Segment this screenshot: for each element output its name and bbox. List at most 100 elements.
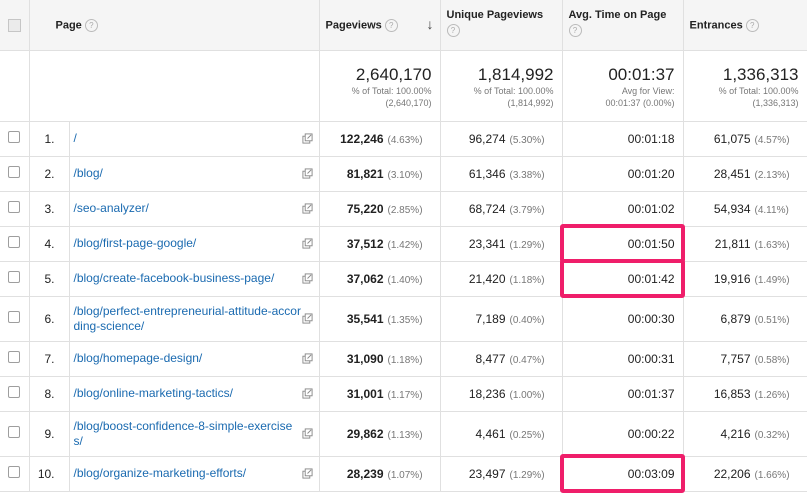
avgtime-value: 00:00:30: [627, 311, 675, 326]
total-pageviews-value: 2,640,170: [355, 64, 432, 84]
col-entrances-header[interactable]: Entrances?: [683, 0, 807, 51]
avgtime-value: 00:01:50: [627, 236, 675, 251]
help-icon[interactable]: ?: [568, 24, 582, 37]
row-checkbox[interactable]: [8, 130, 21, 143]
entrances-cell: 22,206 (1.66%): [683, 456, 807, 492]
table-row[interactable]: 7./blog/homepage-design/31,090 (1.18%) 8,4…: [0, 341, 807, 377]
row-select-cell: [0, 376, 30, 412]
totals-spacer: [29, 50, 320, 122]
avgtime-cell: 00:01:37: [562, 376, 684, 412]
external-link-icon[interactable]: [301, 168, 313, 179]
entrances-cell: 6,879 (0.51%): [683, 296, 807, 342]
header-row: Page? Pageviews? ↓ Unique Pageviews ? Av…: [0, 0, 807, 51]
row-checkbox[interactable]: [8, 465, 21, 478]
entrances-cell: 61,075 (4.57%): [683, 121, 807, 157]
row-index: 4.: [29, 226, 70, 262]
table-row[interactable]: 9./blog/boost-confidence-8-simple-exerci…: [0, 411, 807, 457]
col-unique-label: Unique Pageviews: [446, 9, 544, 21]
highlight-box: [560, 454, 686, 493]
row-checkbox[interactable]: [8, 385, 21, 398]
col-page-label: Page: [55, 19, 82, 32]
unique-pct: (5.30%): [509, 134, 545, 146]
entrances-cell: 54,934 (4.11%): [683, 191, 807, 227]
pageviews-value: 28,239: [346, 466, 384, 481]
page-link[interactable]: /: [73, 131, 77, 145]
pageviews-cell: 122,246 (4.63%): [319, 121, 441, 157]
table-row[interactable]: 5./blog/create-facebook-business-page/37…: [0, 261, 807, 297]
page-link[interactable]: /blog/create-facebook-business-page/: [73, 271, 275, 285]
page-link[interactable]: /blog/boost-confidence-8-simple-exercise…: [73, 418, 293, 448]
pageviews-value: 75,220: [346, 201, 384, 216]
arrow-down-icon[interactable]: ↓: [426, 16, 434, 32]
total-entrances: 1,336,313 % of Total: 100.00% (1,336,313…: [683, 50, 807, 122]
external-link-icon[interactable]: [301, 238, 313, 249]
external-link-icon[interactable]: [301, 353, 313, 364]
row-checkbox[interactable]: [8, 200, 21, 213]
help-icon[interactable]: ?: [745, 19, 759, 32]
table-row[interactable]: 6./blog/perfect-entrepreneurial-attitude…: [0, 296, 807, 342]
unique-cell: 4,461 (0.25%): [440, 411, 563, 457]
table-row[interactable]: 3./seo-analyzer/75,220 (2.85%) 68,724 (3.79…: [0, 191, 807, 227]
page-link[interactable]: /blog/first-page-google/: [73, 236, 197, 250]
row-checkbox[interactable]: [8, 425, 21, 438]
pageviews-value: 29,862: [346, 426, 384, 441]
total-entrances-abs: (1,336,313): [752, 97, 799, 108]
external-link-icon[interactable]: [301, 313, 313, 324]
external-link-icon[interactable]: [301, 133, 313, 144]
external-link-icon[interactable]: [301, 428, 313, 439]
avgtime-value: 00:01:02: [627, 201, 675, 216]
row-checkbox[interactable]: [8, 165, 21, 178]
total-avgtime-value: 00:01:37: [608, 64, 675, 84]
avgtime-cell: 00:01:02: [562, 191, 684, 227]
unique-value: 18,236: [468, 386, 506, 401]
entrances-pct: (2.13%): [754, 169, 790, 181]
entrances-value: 28,451: [713, 166, 751, 181]
page-link[interactable]: /seo-analyzer/: [73, 201, 149, 215]
table-row[interactable]: 8./blog/online-marketing-tactics/31,001(…: [0, 376, 807, 412]
row-select-cell: [0, 456, 30, 492]
total-avgtime: 00:01:37 Avg for View: 00:01:37 (0.00%): [562, 50, 684, 122]
avgtime-cell: 00:00:30: [562, 296, 684, 342]
entrances-pct: (1.26%): [754, 389, 790, 401]
external-link-icon[interactable]: [301, 273, 313, 284]
col-pageviews-header[interactable]: Pageviews? ↓: [319, 0, 441, 51]
row-index: 3.: [29, 191, 70, 227]
unique-cell: 23,341 (1.29%): [440, 226, 563, 262]
row-checkbox[interactable]: [8, 270, 21, 283]
total-avgtime-label: Avg for View:: [621, 85, 675, 96]
page-cell: /seo-analyzer/: [69, 191, 320, 227]
pageviews-pct: (1.40%): [387, 274, 423, 286]
total-pageviews-pct: % of Total: 100.00%: [351, 85, 432, 96]
select-all-checkbox[interactable]: [7, 19, 21, 32]
col-unique-header[interactable]: Unique Pageviews ?: [440, 0, 563, 51]
page-link[interactable]: /blog/perfect-entrepreneurial-attitude-a…: [73, 303, 301, 333]
row-checkbox[interactable]: [8, 310, 21, 323]
page-link[interactable]: /blog/homepage-design/: [73, 351, 203, 365]
page-link[interactable]: /blog/: [73, 166, 103, 180]
pageviews-cell: 37,512 (1.42%): [319, 226, 441, 262]
row-checkbox[interactable]: [8, 235, 21, 248]
table-row[interactable]: 2./blog/81,821 (3.10%) 61,346 (3.38%) 00:01:…: [0, 156, 807, 192]
col-avgtime-header[interactable]: Avg. Time on Page ?: [562, 0, 684, 51]
help-icon[interactable]: ?: [446, 24, 460, 37]
external-link-icon[interactable]: [301, 203, 313, 214]
external-link-icon[interactable]: [301, 468, 313, 479]
table-row[interactable]: 10./blog/organize-marketing-efforts/28,2…: [0, 456, 807, 492]
help-icon[interactable]: ?: [84, 19, 98, 32]
unique-pct: (0.25%): [509, 429, 545, 441]
avgtime-cell: 00:01:42: [562, 261, 684, 297]
col-avgtime-label: Avg. Time on Page: [568, 9, 667, 21]
table-row[interactable]: 1./122,246 (4.63%) 96,274 (5.30%) 00:01:18 61…: [0, 121, 807, 157]
unique-pct: (1.18%): [509, 274, 545, 286]
help-icon[interactable]: ?: [384, 19, 398, 32]
page-link[interactable]: /blog/online-marketing-tactics/: [73, 386, 233, 400]
unique-pct: (0.47%): [509, 354, 545, 366]
external-link-icon[interactable]: [301, 388, 313, 399]
page-link[interactable]: /blog/organize-marketing-efforts/: [73, 466, 247, 480]
table-row[interactable]: 4./blog/first-page-google/37,512 (1.42%) 2…: [0, 226, 807, 262]
row-select-cell: [0, 261, 30, 297]
pageviews-pct: (4.63%): [387, 134, 423, 146]
entrances-value: 6,879: [720, 311, 751, 326]
col-page-header[interactable]: Page?: [29, 0, 320, 51]
row-checkbox[interactable]: [8, 350, 21, 363]
